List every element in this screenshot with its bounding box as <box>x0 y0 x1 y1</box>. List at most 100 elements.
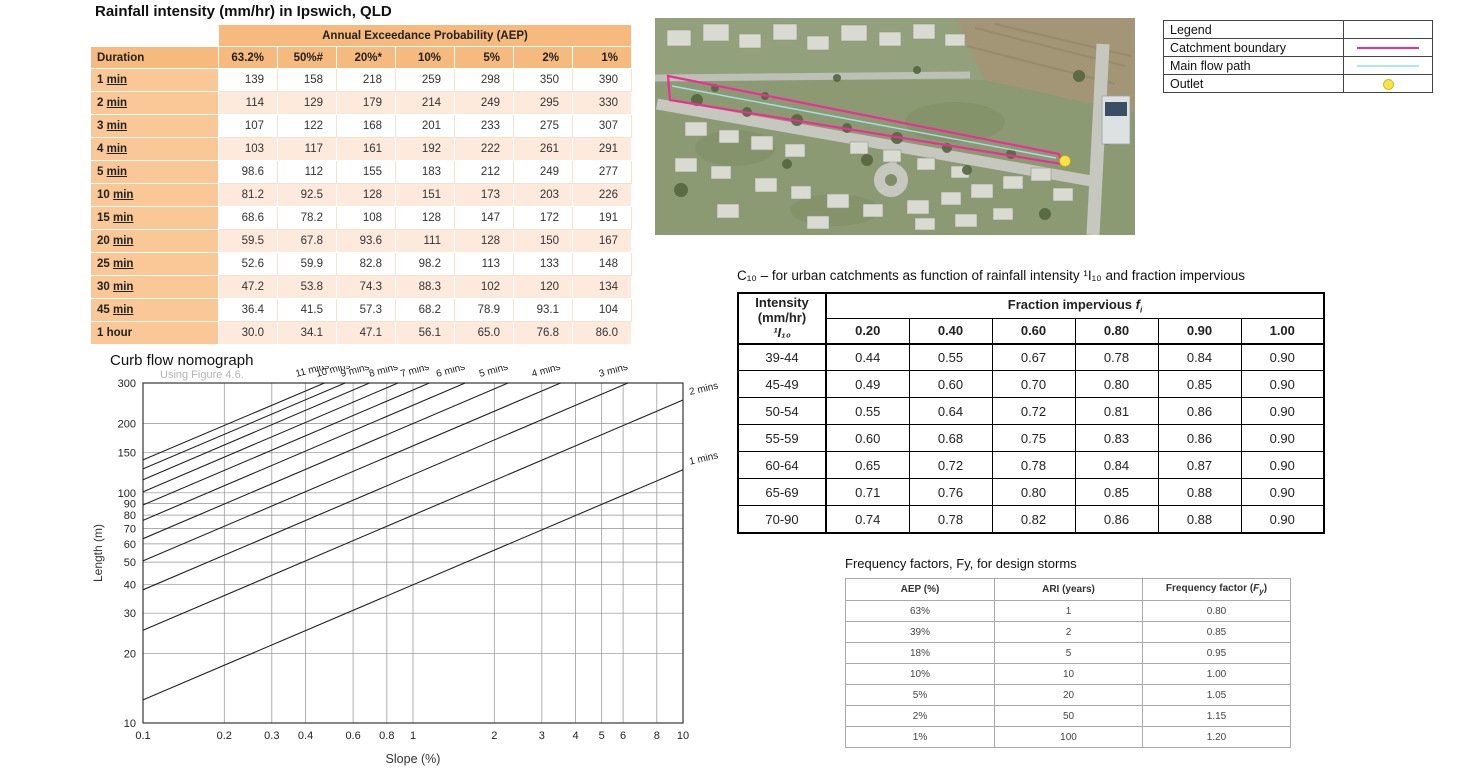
frequency-header-row: AEP (%) ARI (years) Frequency factor (Fy… <box>845 578 1291 601</box>
c10-value-cell: 0.80 <box>991 478 1076 507</box>
c10-row: 45-49 0.49 0.60 0.70 0.80 0.85 0.90 <box>737 370 1325 399</box>
rainfall-value-cell: 117 <box>277 137 337 161</box>
c10-value-cell: 0.72 <box>908 451 993 480</box>
frequency-cell: 10% <box>845 663 995 685</box>
c10-row: 55-59 0.60 0.68 0.75 0.83 0.86 0.90 <box>737 424 1325 453</box>
frequency-caption: Frequency factors, Fy, for design storms <box>845 556 1077 571</box>
c10-group-header: Fraction impervious fi <box>825 292 1325 319</box>
rainfall-row: 10 min 81.2 92.5 128 151 173 203 226 <box>90 183 632 207</box>
c10-value-cell: 0.84 <box>1074 451 1159 480</box>
frequency-col-aep: AEP (%) <box>845 578 995 601</box>
rainfall-value-cell: 52.6 <box>218 252 278 276</box>
aerial-road-top <box>655 71 971 82</box>
y-tick-label: 100 <box>118 488 136 500</box>
rainfall-value-cell: 93.6 <box>336 229 396 253</box>
rainfall-row: 3 min 107 122 168 201 233 275 307 <box>90 114 632 138</box>
c10-value-cell: 0.81 <box>1074 397 1159 426</box>
rainfall-value-cell: 233 <box>454 114 514 138</box>
c10-value-cell: 0.55 <box>908 343 993 372</box>
c10-value-cell: 0.60 <box>908 370 993 399</box>
rainfall-value-cell: 111 <box>395 229 455 253</box>
main-flow-path-line <box>671 85 1057 159</box>
rainfall-value-cell: 30.0 <box>218 321 278 345</box>
legend-title: Legend <box>1163 20 1344 39</box>
rainfall-value-cell: 128 <box>336 183 396 207</box>
rainfall-value-cell: 275 <box>513 114 573 138</box>
rainfall-value-cell: 192 <box>395 137 455 161</box>
aerial-road-main <box>656 98 1098 188</box>
rainfall-value-cell: 74.3 <box>336 275 396 299</box>
frequency-cell: 2% <box>845 705 995 727</box>
c10-value-cell: 0.90 <box>1240 505 1325 534</box>
frequency-cell: 1.20 <box>1142 726 1291 748</box>
c10-value-cell: 0.86 <box>1074 505 1159 534</box>
c10-intensity-cell: 55-59 <box>737 424 827 453</box>
rainfall-value-cell: 330 <box>572 91 632 115</box>
y-tick-label: 10 <box>124 718 136 730</box>
c10-intensity-cell: 50-54 <box>737 397 827 426</box>
rainfall-value-cell: 128 <box>454 229 514 253</box>
aerial-trees <box>674 66 1112 220</box>
rainfall-duration-cell: 3 min <box>90 114 219 138</box>
rainfall-column-header: 5% <box>454 46 514 69</box>
rainfall-value-cell: 47.2 <box>218 275 278 299</box>
c10-value-cell: 0.86 <box>1157 424 1242 453</box>
y-tick-label: 150 <box>118 447 136 459</box>
c10-row: 70-90 0.74 0.78 0.82 0.86 0.88 0.90 <box>737 505 1325 534</box>
legend-swatch-cell <box>1343 56 1433 75</box>
x-tick-label: 5 <box>599 730 605 742</box>
frequency-row: 39% 2 0.85 <box>845 621 1291 643</box>
legend-row: Catchment boundary <box>1163 38 1433 57</box>
rainfall-value-cell: 222 <box>454 137 514 161</box>
c10-value-cell: 0.85 <box>1157 370 1242 399</box>
aerial-lawn-patch <box>905 102 1005 142</box>
frequency-row: 1% 100 1.20 <box>845 726 1291 748</box>
x-tick-label: 0.4 <box>298 730 313 742</box>
rainfall-value-cell: 261 <box>513 137 573 161</box>
rainfall-duration-cell: 5 min <box>90 160 219 184</box>
y-axis-title: Length (m) <box>91 524 105 582</box>
rainfall-duration-cell: 45 min <box>90 298 219 322</box>
rainfall-value-cell: 36.4 <box>218 298 278 322</box>
rainfall-value-cell: 298 <box>454 68 514 92</box>
rainfall-value-cell: 108 <box>336 206 396 230</box>
rainfall-column-header: Duration <box>90 46 219 69</box>
c10-value-cell: 0.44 <box>825 343 910 372</box>
rainfall-duration-cell: 1 hour <box>90 321 219 345</box>
rainfall-value-cell: 259 <box>395 68 455 92</box>
rainfall-value-cell: 226 <box>572 183 632 207</box>
legend-item-label: Main flow path <box>1163 56 1344 75</box>
c10-value-cell: 0.88 <box>1157 505 1242 534</box>
rainfall-aep-header-row: Annual Exceedance Probability (AEP) <box>90 24 632 47</box>
rainfall-value-cell: 68.6 <box>218 206 278 230</box>
x-tick-label: 8 <box>654 730 660 742</box>
c10-fraction-header: 0.60 <box>991 317 1076 345</box>
c10-value-cell: 0.64 <box>908 397 993 426</box>
rainfall-value-cell: 183 <box>395 160 455 184</box>
frequency-cell: 0.95 <box>1142 642 1291 664</box>
rainfall-value-cell: 390 <box>572 68 632 92</box>
frequency-cell: 2 <box>994 621 1143 643</box>
rainfall-row: 5 min 98.6 112 155 183 212 249 277 <box>90 160 632 184</box>
c10-value-cell: 0.68 <box>908 424 993 453</box>
rainfall-value-cell: 212 <box>454 160 514 184</box>
rainfall-duration-cell: 2 min <box>90 91 219 115</box>
rainfall-value-cell: 34.1 <box>277 321 337 345</box>
c10-intensity-line3: ¹I₁₀ <box>773 324 791 340</box>
rainfall-value-cell: 41.5 <box>277 298 337 322</box>
c10-fraction-header: 0.80 <box>1074 317 1159 345</box>
rainfall-value-cell: 148 <box>572 252 632 276</box>
c10-caption: C₁₀ – for urban catchments as function o… <box>737 268 1246 283</box>
rainfall-value-cell: 201 <box>395 114 455 138</box>
rainfall-value-cell: 168 <box>336 114 396 138</box>
frequency-col-factor: Frequency factor (Fy) <box>1142 578 1291 601</box>
travel-time-line <box>142 382 561 562</box>
c10-value-cell: 0.75 <box>991 424 1076 453</box>
frequency-cell: 1 <box>994 600 1143 622</box>
rainfall-row: 30 min 47.2 53.8 74.3 88.3 102 120 134 <box>90 275 632 299</box>
c10-intensity-line1: Intensity <box>755 295 809 310</box>
c10-value-cell: 0.76 <box>908 478 993 507</box>
rainfall-value-cell: 82.8 <box>336 252 396 276</box>
y-tick-label: 50 <box>124 557 136 569</box>
